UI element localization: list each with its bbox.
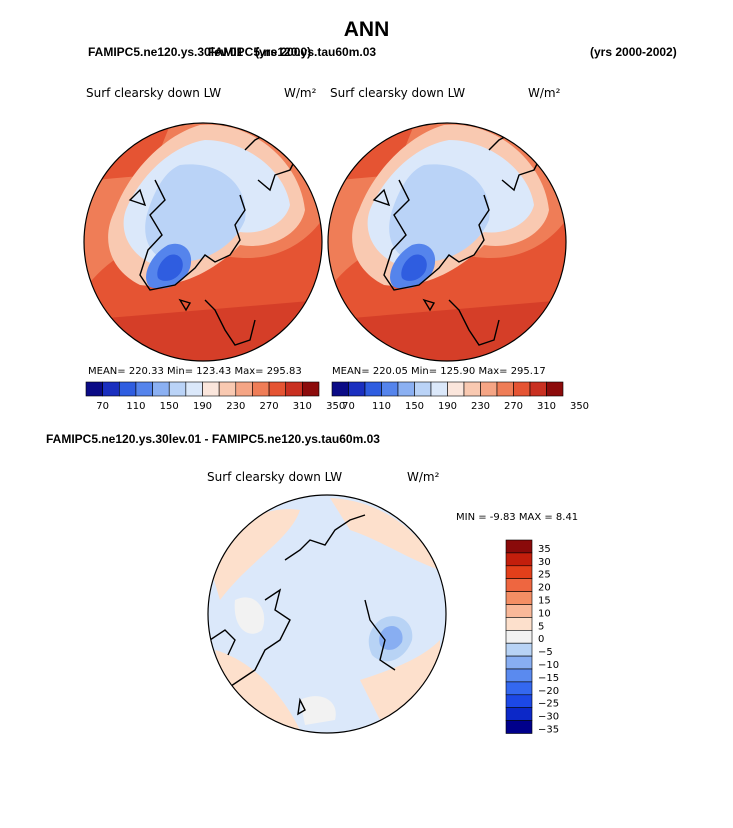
panel1-units: W/m² (284, 86, 317, 100)
colorbar-3-swatch (505, 655, 533, 670)
colorbar-3-tick-label: 5 (538, 621, 544, 632)
colorbar-3-swatch (505, 604, 533, 618)
colorbar-3-tick-label: −10 (538, 660, 559, 671)
colorbar-2-tick-label: 230 (471, 401, 490, 412)
colorbar-1-tick-label: 270 (260, 401, 279, 412)
colorbar-1-tick-label: 110 (126, 401, 145, 412)
colorbar-3-tick-label: −20 (538, 686, 559, 697)
figure-title: ANN (343, 18, 390, 41)
colorbar-3-swatch (505, 617, 533, 631)
colorbar-3-tick-label: 30 (538, 557, 551, 568)
colorbar-3-tick-label: 15 (538, 596, 551, 607)
years2-label: (yrs 2000-2002) (590, 45, 677, 59)
colorbar-2-tick-label: 310 (537, 401, 556, 412)
colorbar-2-swatch (447, 381, 465, 397)
colorbar-2-tick-label: 190 (438, 401, 457, 412)
colorbar-2-tick-label: 110 (372, 401, 391, 412)
colorbar-3-tick-label: 0 (538, 634, 544, 645)
map-panel-3 (207, 494, 447, 734)
colorbar-3-tick-label: 35 (538, 544, 551, 555)
colorbar-2-swatch (546, 381, 564, 397)
colorbar-3-tick-label: −30 (538, 712, 559, 723)
colorbar-1: 70 110 150 190 230 270 310 350 (85, 381, 345, 412)
colorbar-1-swatch (185, 381, 203, 397)
panel3-title: Surf clearsky down LW (207, 470, 343, 484)
colorbar-1-tick-label: 150 (160, 401, 179, 412)
colorbar-1-swatch (168, 381, 187, 397)
colorbar-1-swatch (302, 381, 320, 397)
colorbar-3-swatch (505, 578, 533, 592)
colorbar-2-swatch (480, 381, 498, 397)
map-panel-2 (327, 122, 567, 362)
colorbar-1-swatch (218, 381, 237, 397)
colorbar-2-swatch (331, 381, 349, 397)
map-panel-1 (83, 122, 323, 362)
colorbar-1-swatch (285, 381, 303, 397)
panel1-title: Surf clearsky down LW (86, 86, 222, 100)
years1-label: (yrs 2000) (255, 45, 312, 59)
colorbar-3-tick-label: −15 (538, 673, 559, 684)
colorbar-2-tick-label: 270 (504, 401, 523, 412)
colorbar-3-swatch (505, 552, 533, 567)
colorbar-1-tick-label: 190 (193, 401, 212, 412)
colorbar-3-tick-label: −25 (538, 699, 559, 710)
case2-label: FAMIPC5.ne120.ys.tau60m.03 (208, 45, 377, 59)
colorbar-2: 70 110 150 190 230 270 310 350 (331, 381, 589, 412)
colorbar-1-swatch (152, 381, 170, 397)
colorbar-1-swatch (118, 381, 137, 397)
colorbar-1-tick-label: 230 (226, 401, 245, 412)
colorbar-3-tick-label: −5 (538, 647, 553, 658)
colorbar-1-tick-label: 310 (293, 401, 312, 412)
colorbar-2-swatch (430, 381, 448, 397)
colorbar-1-swatch (202, 381, 220, 397)
colorbar-2-swatch (513, 381, 531, 397)
colorbar-3-tick-label: 25 (538, 570, 551, 581)
colorbar-3-swatch (505, 694, 533, 708)
panel3-stats: MIN = -9.83 MAX = 8.41 (456, 512, 579, 523)
colorbar-2-swatch (348, 381, 366, 397)
colorbar-3-swatch (505, 707, 533, 721)
colorbar-2-tick-label: 150 (405, 401, 424, 412)
panel2-stats: MEAN= 220.05 Min= 125.90 Max= 295.17 (332, 366, 546, 377)
colorbar-1-swatch (252, 381, 270, 397)
colorbar-3-tick-label: 10 (538, 608, 551, 619)
colorbar-3-swatch (505, 629, 533, 644)
colorbar-1-tick-label: 70 (96, 401, 109, 412)
colorbar-1-swatch (85, 381, 103, 397)
colorbar-2-swatch (414, 381, 432, 397)
colorbar-2-swatch (496, 381, 514, 397)
colorbar-2-swatch (397, 381, 415, 397)
colorbar-1-swatch (268, 381, 287, 397)
colorbar-2-swatch (381, 381, 399, 397)
colorbar-3-swatch (505, 591, 533, 605)
panel3-units: W/m² (407, 470, 440, 484)
colorbar-2-swatch (529, 381, 547, 397)
panel2-units: W/m² (528, 86, 561, 100)
colorbar-3-swatch (505, 681, 533, 696)
colorbar-3-swatch (505, 668, 533, 683)
colorbar-1-swatch (135, 381, 153, 397)
colorbar-3-tick-label: 20 (538, 583, 551, 594)
colorbar-2-swatch (463, 381, 481, 397)
colorbar-2-swatch (364, 381, 382, 397)
diff-title: FAMIPC5.ne120.ys.30lev.01 - FAMIPC5.ne12… (46, 432, 380, 446)
case1-label: FAMIPC5.ne120.ys.30lev.01 (88, 45, 244, 59)
colorbar-3-swatch (505, 642, 533, 657)
colorbar-3-swatch (505, 720, 533, 734)
colorbar-3-tick-label: −35 (538, 725, 559, 736)
colorbar-3-swatch (505, 539, 533, 554)
colorbar-1-swatch (235, 381, 253, 397)
panel2-title: Surf clearsky down LW (330, 86, 466, 100)
colorbar-2-tick-label: 350 (570, 401, 589, 412)
colorbar-1-tick-label: 350 (326, 401, 345, 412)
colorbar-2-tick-label: 70 (342, 401, 355, 412)
panel1-stats: MEAN= 220.33 Min= 123.43 Max= 295.83 (88, 366, 302, 377)
colorbar-1-swatch (102, 381, 120, 397)
colorbar-3-swatch (505, 565, 533, 579)
